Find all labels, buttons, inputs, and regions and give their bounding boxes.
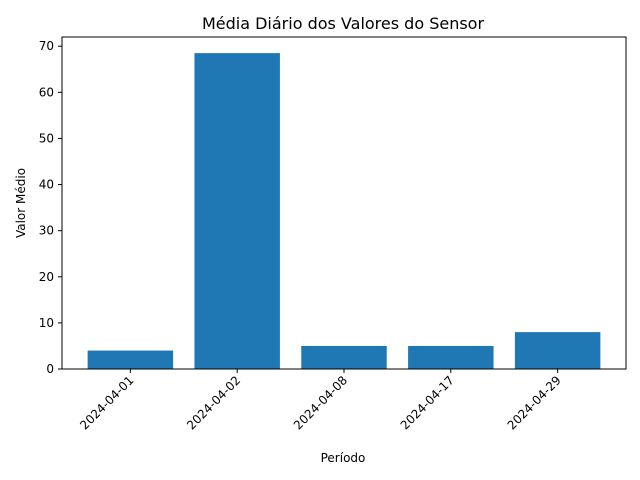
y-tick-label: 50 [39,131,54,145]
y-tick-label: 0 [46,362,54,376]
x-axis-label: Período [321,451,366,465]
y-axis-label: Valor Médio [14,168,28,238]
x-tick-label: 2024-04-02 [184,373,243,432]
x-axis: 2024-04-01 2024-04-02 2024-04-08 2024-04-17… [77,369,564,432]
x-tick-label: 2024-04-17 [398,373,457,432]
x-tick-label: 2024-04-01 [77,373,136,432]
plot-frame [61,36,627,370]
y-tick-label: 20 [39,270,54,284]
x-tick-label: 2024-04-08 [291,373,350,432]
y-tick-label: 10 [39,316,54,330]
bar-2024-04-29 [514,332,601,369]
y-tick-label: 60 [39,85,54,99]
y-axis: 0 10 20 30 40 50 60 70 [39,39,62,376]
x-tick-label: 2024-04-29 [505,373,564,432]
y-tick-label: 70 [39,39,54,53]
bars-group [87,53,601,370]
bar-2024-04-02 [194,53,280,370]
y-tick-label: 30 [39,224,54,238]
bar-2024-04-08 [301,345,387,369]
bar-2024-04-17 [408,345,494,369]
chart-title: Média Diário dos Valores do Sensor [202,14,485,33]
bar-2024-04-01 [87,350,174,369]
y-tick-label: 40 [39,178,54,192]
